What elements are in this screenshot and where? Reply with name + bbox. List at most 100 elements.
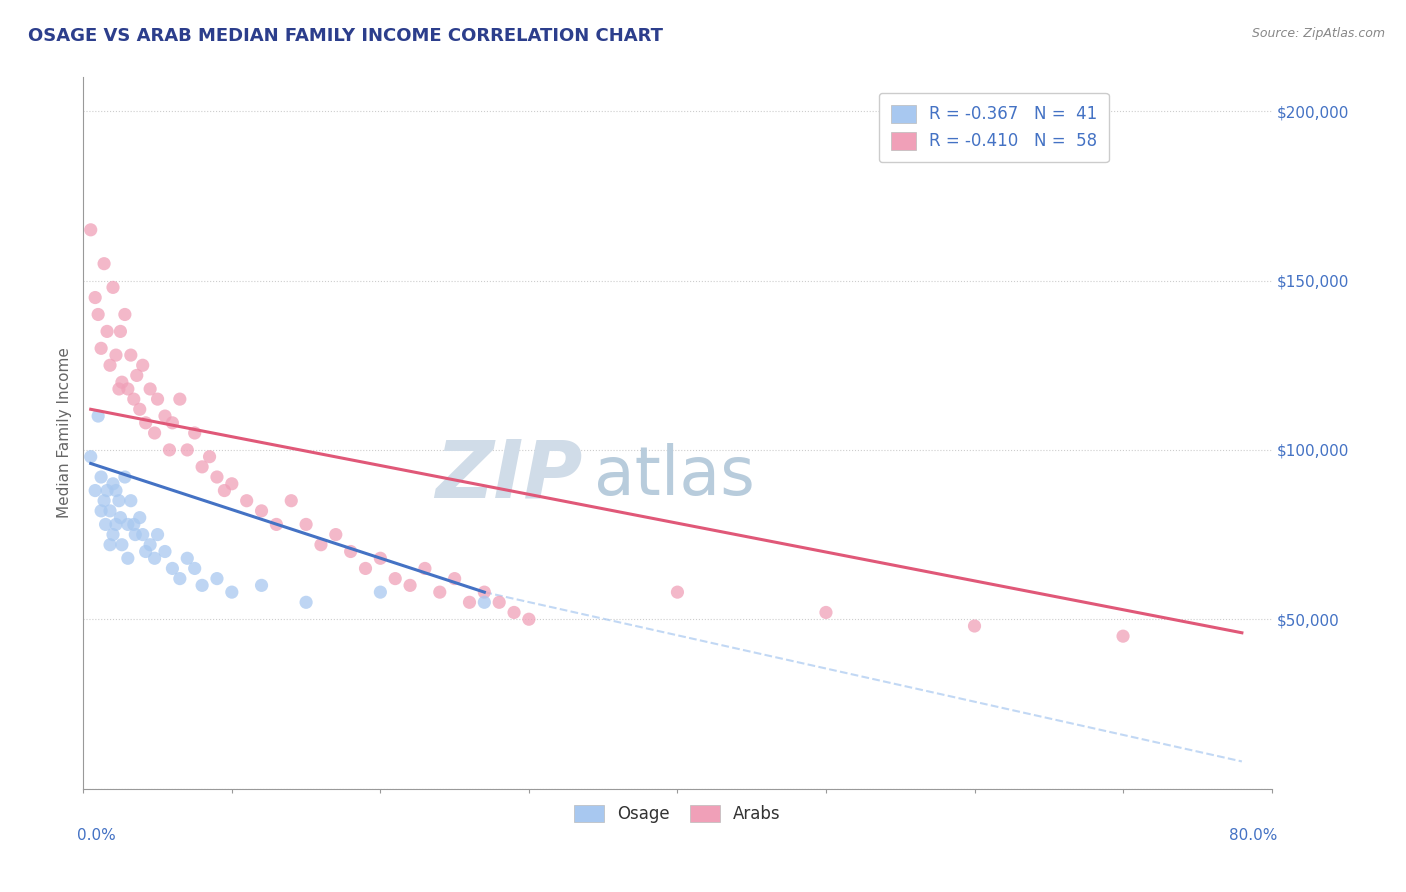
Point — [339, 544, 361, 558]
Point — [221, 585, 243, 599]
Point — [488, 595, 510, 609]
Point — [472, 595, 495, 609]
Point — [122, 517, 145, 532]
Point — [162, 416, 184, 430]
Point — [153, 409, 176, 423]
Point — [183, 425, 205, 440]
Point — [205, 470, 228, 484]
Point — [96, 325, 118, 339]
Point — [413, 561, 436, 575]
Point — [191, 578, 214, 592]
Point — [250, 578, 273, 592]
Y-axis label: Median Family Income: Median Family Income — [58, 348, 72, 518]
Point — [94, 517, 117, 532]
Point — [124, 527, 146, 541]
Point — [176, 551, 198, 566]
Point — [135, 544, 157, 558]
Point — [120, 348, 142, 362]
Point — [117, 382, 139, 396]
Point — [101, 527, 124, 541]
Point — [143, 425, 166, 440]
Point — [90, 504, 112, 518]
Point — [98, 538, 121, 552]
Point — [429, 585, 451, 599]
Point — [159, 442, 181, 457]
Point — [104, 348, 127, 362]
Point — [110, 325, 132, 339]
Point — [146, 392, 169, 406]
Point — [146, 527, 169, 541]
Point — [80, 223, 103, 237]
Text: OSAGE VS ARAB MEDIAN FAMILY INCOME CORRELATION CHART: OSAGE VS ARAB MEDIAN FAMILY INCOME CORRE… — [28, 27, 664, 45]
Point — [117, 551, 139, 566]
Point — [280, 493, 302, 508]
Point — [101, 280, 124, 294]
Legend: Osage, Arabs: Osage, Arabs — [567, 798, 787, 830]
Point — [111, 538, 134, 552]
Point — [108, 382, 131, 396]
Point — [117, 517, 139, 532]
Point — [101, 476, 124, 491]
Point — [384, 572, 406, 586]
Point — [295, 595, 318, 609]
Point — [814, 606, 837, 620]
Point — [221, 476, 243, 491]
Point — [169, 572, 191, 586]
Point — [162, 561, 184, 575]
Point — [93, 257, 115, 271]
Point — [135, 416, 157, 430]
Text: atlas: atlas — [595, 442, 755, 508]
Text: ZIP: ZIP — [434, 437, 582, 515]
Point — [131, 527, 153, 541]
Point — [93, 493, 115, 508]
Point — [250, 504, 273, 518]
Point — [139, 538, 162, 552]
Point — [443, 572, 465, 586]
Point — [235, 493, 257, 508]
Point — [87, 308, 110, 322]
Point — [131, 358, 153, 372]
Point — [354, 561, 377, 575]
Point — [114, 470, 136, 484]
Point — [80, 450, 103, 464]
Point — [128, 402, 150, 417]
Point — [472, 585, 495, 599]
Text: 0.0%: 0.0% — [77, 828, 117, 843]
Point — [104, 483, 127, 498]
Point — [125, 368, 148, 383]
Point — [205, 572, 228, 586]
Point — [120, 493, 142, 508]
Point — [114, 308, 136, 322]
Point — [198, 450, 221, 464]
Point — [517, 612, 540, 626]
Point — [169, 392, 191, 406]
Point — [96, 483, 118, 498]
Point — [666, 585, 689, 599]
Point — [399, 578, 422, 592]
Point — [90, 342, 112, 356]
Point — [266, 517, 288, 532]
Point — [143, 551, 166, 566]
Point — [191, 459, 214, 474]
Point — [325, 527, 347, 541]
Point — [122, 392, 145, 406]
Point — [295, 517, 318, 532]
Point — [370, 551, 392, 566]
Point — [98, 504, 121, 518]
Point — [90, 470, 112, 484]
Point — [458, 595, 481, 609]
Point — [214, 483, 236, 498]
Point — [111, 375, 134, 389]
Point — [1112, 629, 1135, 643]
Point — [110, 510, 132, 524]
Point — [309, 538, 332, 552]
Point — [153, 544, 176, 558]
Point — [104, 517, 127, 532]
Point — [108, 493, 131, 508]
Point — [176, 442, 198, 457]
Point — [963, 619, 986, 633]
Point — [183, 561, 205, 575]
Point — [139, 382, 162, 396]
Point — [503, 606, 526, 620]
Point — [87, 409, 110, 423]
